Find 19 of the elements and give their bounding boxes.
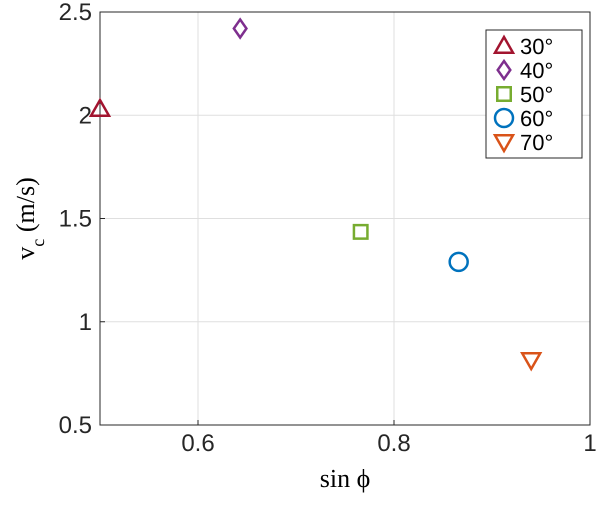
x-axis-title: sin ϕ <box>320 464 370 493</box>
x-tick-label: 0.6 <box>181 430 215 457</box>
legend-label: 50° <box>520 82 554 107</box>
y-tick-label: 1 <box>78 308 92 336</box>
legend-label: 40° <box>520 58 554 83</box>
x-tick-label: 0.8 <box>377 430 411 457</box>
y-tick-label: 2.5 <box>58 0 92 26</box>
point <box>448 252 469 272</box>
legend-label: 60° <box>520 106 554 131</box>
legend-label: 30° <box>520 34 554 59</box>
legend-label: 70° <box>520 130 554 155</box>
point <box>232 18 248 39</box>
y-tick-label: 1.5 <box>58 206 92 232</box>
y-tick-label: 0.5 <box>58 412 92 439</box>
point <box>520 352 542 370</box>
y-tick-label: 2 <box>78 102 92 130</box>
point <box>90 98 110 118</box>
x-tick-label: 1 <box>583 430 597 457</box>
point <box>352 224 369 240</box>
